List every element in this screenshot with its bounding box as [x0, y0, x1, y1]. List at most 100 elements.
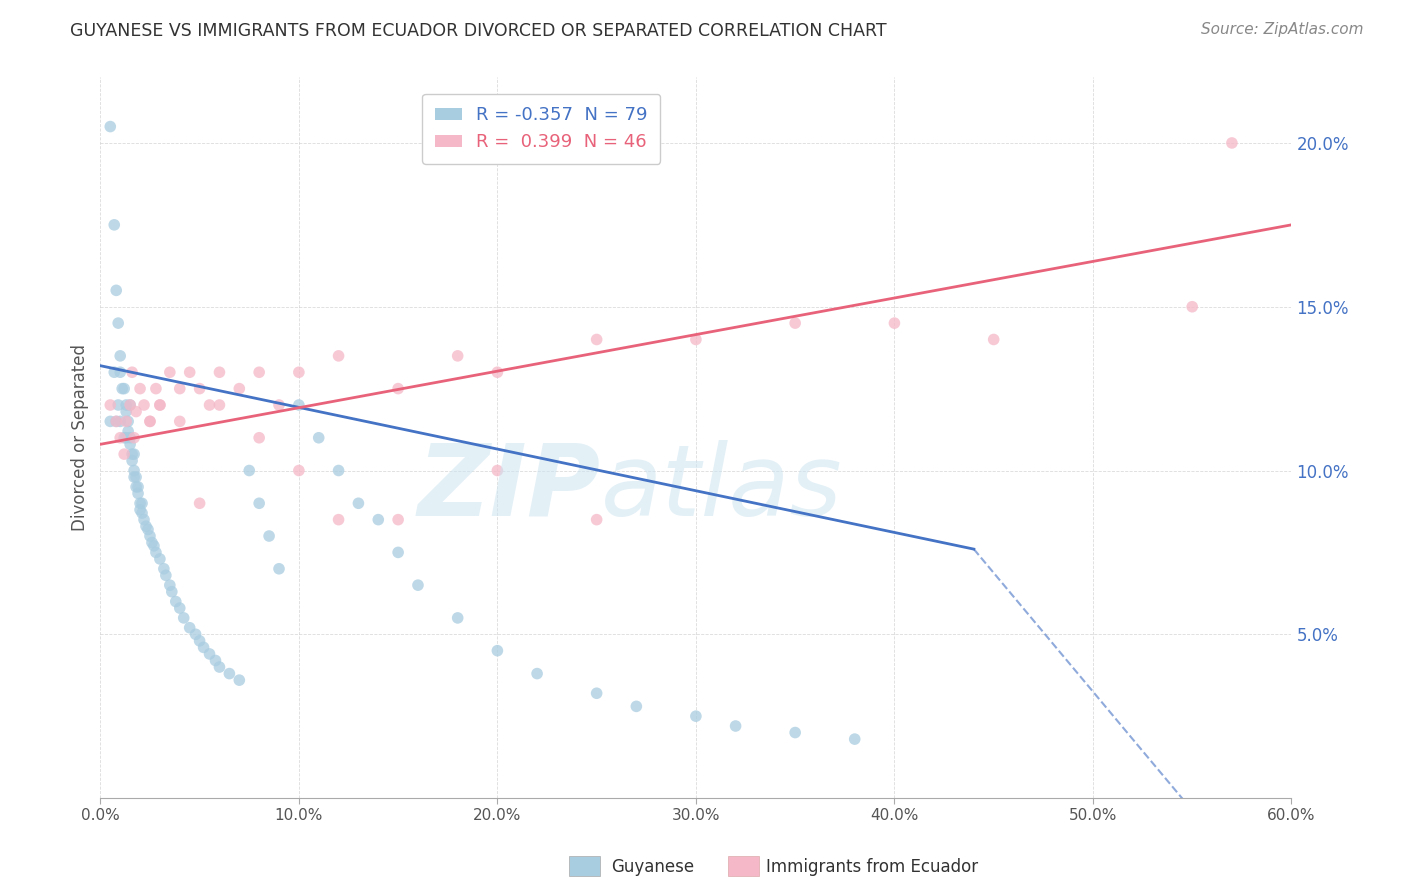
Point — [107, 398, 129, 412]
Point — [257, 529, 280, 543]
Point — [125, 470, 148, 484]
Point — [131, 496, 153, 510]
Point — [165, 594, 187, 608]
Point — [447, 349, 470, 363]
Point — [883, 316, 905, 330]
Point — [685, 333, 707, 347]
Point — [526, 666, 548, 681]
Point — [127, 480, 149, 494]
Point — [122, 447, 145, 461]
Point — [107, 316, 129, 330]
Point — [1220, 136, 1243, 150]
Point — [129, 496, 152, 510]
Point — [486, 463, 509, 477]
Point — [141, 535, 163, 549]
Point — [169, 382, 191, 396]
Point — [115, 431, 138, 445]
Point — [122, 463, 145, 477]
Point — [188, 633, 211, 648]
Point — [685, 709, 707, 723]
Point — [288, 365, 311, 379]
Legend: R = -0.357  N = 79, R =  0.399  N = 46: R = -0.357 N = 79, R = 0.399 N = 46 — [422, 94, 661, 164]
Point — [142, 539, 165, 553]
Point — [117, 424, 139, 438]
Point — [159, 365, 181, 379]
Point — [155, 568, 177, 582]
Point — [785, 725, 807, 739]
Point — [406, 578, 429, 592]
Point — [121, 365, 143, 379]
Point — [115, 414, 138, 428]
Point — [159, 578, 181, 592]
Point — [328, 513, 350, 527]
Point — [228, 673, 250, 687]
Text: ZIP: ZIP — [418, 440, 600, 537]
Point — [247, 431, 270, 445]
Point — [121, 447, 143, 461]
Point — [108, 431, 131, 445]
Text: Immigrants from Ecuador: Immigrants from Ecuador — [766, 858, 979, 876]
Point — [724, 719, 747, 733]
Point — [228, 382, 250, 396]
Point — [98, 120, 121, 134]
Point — [121, 453, 143, 467]
Point — [585, 686, 607, 700]
Point — [288, 463, 311, 477]
Point — [238, 463, 260, 477]
Point — [328, 349, 350, 363]
Point — [108, 349, 131, 363]
Point — [112, 431, 135, 445]
Point — [179, 365, 201, 379]
Point — [129, 503, 152, 517]
Point — [387, 513, 409, 527]
Point — [184, 627, 207, 641]
Point — [179, 621, 201, 635]
Point — [139, 414, 162, 428]
Text: Source: ZipAtlas.com: Source: ZipAtlas.com — [1201, 22, 1364, 37]
Point — [139, 414, 162, 428]
Point — [173, 611, 195, 625]
Text: atlas: atlas — [600, 440, 842, 537]
Point — [247, 496, 270, 510]
Point — [188, 496, 211, 510]
Point — [149, 552, 172, 566]
Point — [983, 333, 1005, 347]
Point — [387, 545, 409, 559]
Point — [135, 519, 157, 533]
Point — [447, 611, 470, 625]
Text: Guyanese: Guyanese — [612, 858, 695, 876]
Point — [169, 601, 191, 615]
Point — [145, 545, 167, 559]
Point — [247, 365, 270, 379]
Point — [1181, 300, 1204, 314]
Point — [129, 382, 152, 396]
Point — [486, 365, 509, 379]
Point — [131, 506, 153, 520]
Point — [585, 513, 607, 527]
Point — [103, 365, 125, 379]
Point — [785, 316, 807, 330]
Point — [125, 404, 148, 418]
Point — [267, 398, 290, 412]
Point — [288, 398, 311, 412]
Point — [127, 486, 149, 500]
Point — [136, 523, 159, 537]
Point — [103, 218, 125, 232]
Point — [328, 463, 350, 477]
Point — [117, 414, 139, 428]
Point — [204, 653, 226, 667]
Point — [111, 382, 134, 396]
Point — [115, 398, 138, 412]
Point — [120, 437, 142, 451]
Point — [105, 414, 128, 428]
Point — [122, 470, 145, 484]
Point — [132, 398, 155, 412]
Point — [585, 333, 607, 347]
Point — [198, 647, 221, 661]
Point — [105, 284, 128, 298]
Point — [139, 529, 162, 543]
Point — [267, 562, 290, 576]
Point — [218, 666, 240, 681]
Point — [626, 699, 648, 714]
Point — [145, 382, 167, 396]
